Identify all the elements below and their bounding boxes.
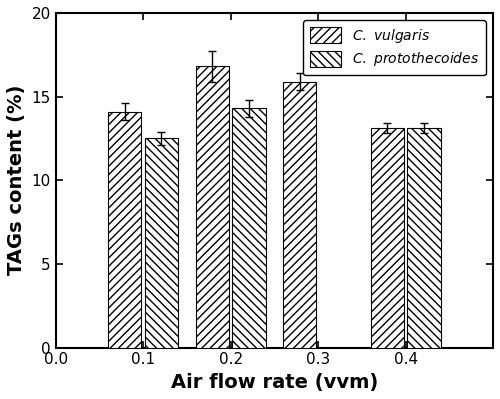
Legend: $\it{C.\ vulgaris}$, $\it{C.\ protothecoides}$: $\it{C.\ vulgaris}$, $\it{C.\ prototheco… <box>304 20 486 75</box>
X-axis label: Air flow rate (vvm): Air flow rate (vvm) <box>170 373 378 392</box>
Bar <box>232 109 266 348</box>
Bar <box>145 138 178 348</box>
Bar <box>108 112 142 348</box>
Y-axis label: TAGs content (%): TAGs content (%) <box>7 85 26 275</box>
Bar <box>196 67 229 348</box>
Bar <box>283 81 316 348</box>
Bar <box>408 128 440 348</box>
Bar <box>370 128 404 348</box>
